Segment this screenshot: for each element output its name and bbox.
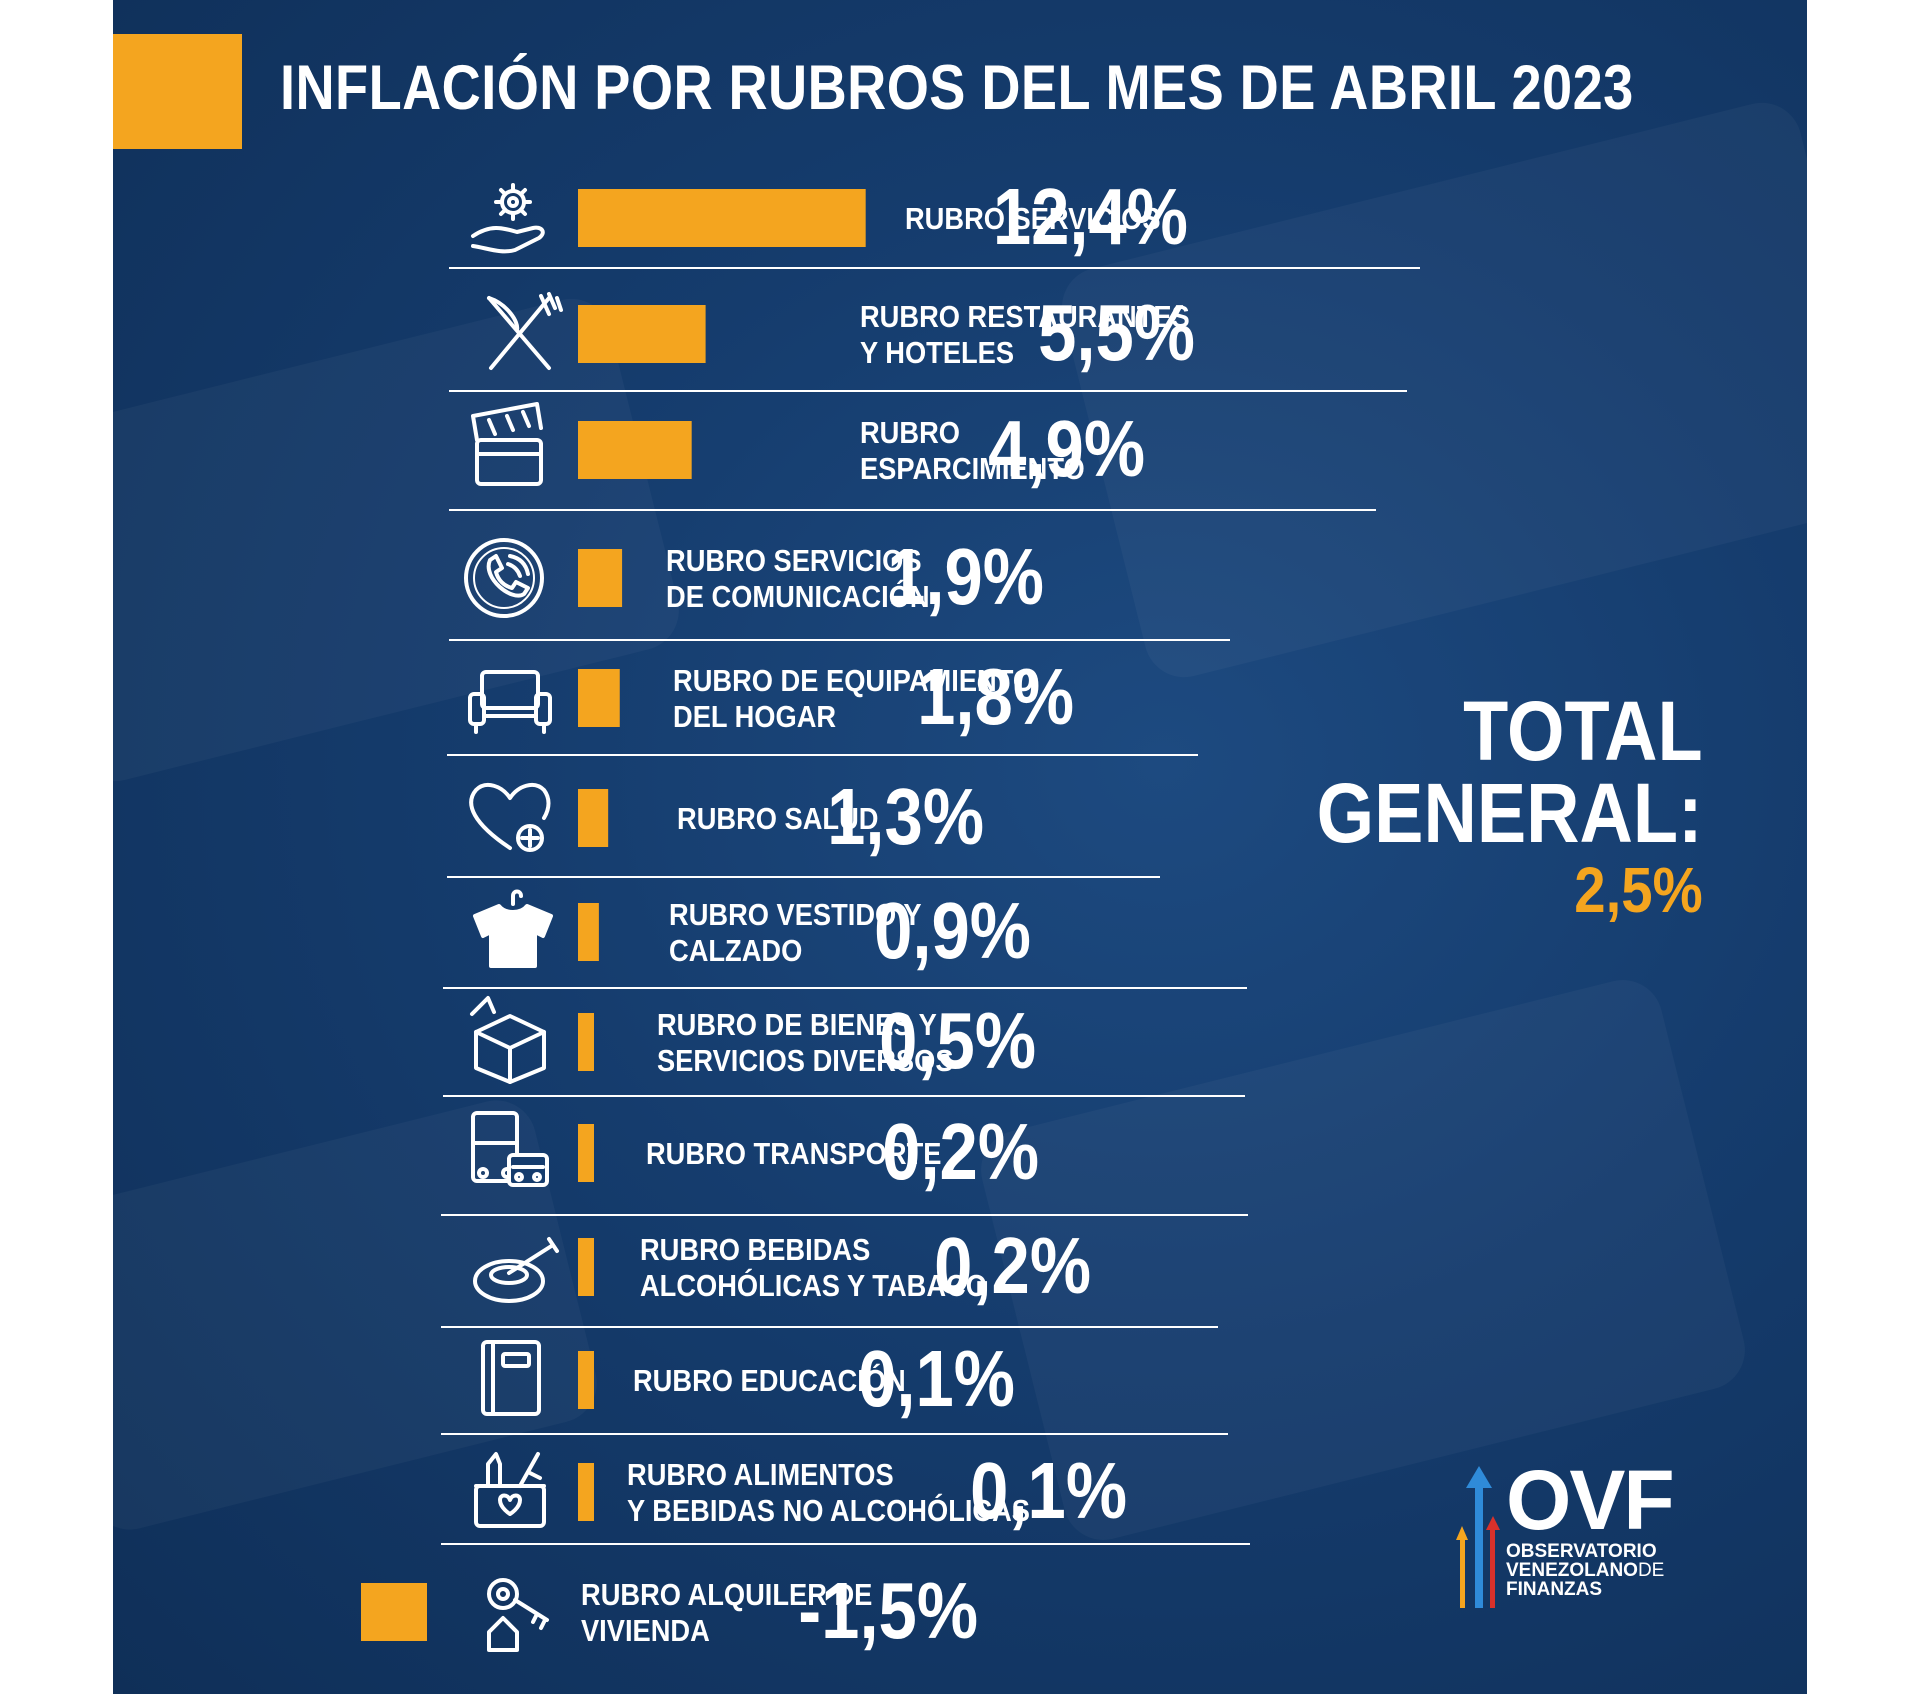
category-label: Y HOTELES [860, 336, 1014, 370]
box-icon [470, 996, 546, 1084]
category-label: SERVICIOS DIVERSOS [657, 1044, 954, 1078]
hand-gear-icon [471, 183, 545, 254]
bar-8 [578, 1124, 594, 1182]
shirt-icon [473, 889, 553, 968]
bus-car-icon [471, 1111, 549, 1187]
category-label: RUBRO SALUD [677, 802, 878, 836]
logo-line2b: DE [1637, 1560, 1665, 1581]
value-label: 0,2% [934, 1220, 1091, 1310]
infographic-panel: INFLACIÓN POR RUBROS DEL MES DE ABRIL 20… [113, 0, 1807, 1694]
bar-6 [578, 903, 599, 961]
category-label: RUBRO SERVICIOS [666, 544, 922, 578]
category-label: RUBRO ALQUILER DE [581, 1578, 872, 1612]
bar-9 [578, 1238, 594, 1296]
total-general: TOTAL GENERAL: 2,5% [1264, 684, 1703, 926]
category-label: RUBRO [860, 416, 960, 450]
total-label-line2: GENERAL: [1316, 766, 1703, 860]
category-label: RUBRO TRANSPORTE [646, 1137, 941, 1171]
title-accent-block [113, 34, 242, 149]
value-label: 0,9% [874, 885, 1031, 975]
ashtray-icon [473, 1237, 559, 1303]
bar-10 [578, 1351, 594, 1409]
bar-3 [578, 549, 623, 607]
phone-icon [464, 538, 544, 618]
category-label: RUBRO BEBIDAS [640, 1233, 870, 1267]
logo-line3: FINANZAS [1506, 1579, 1603, 1600]
page-title: INFLACIÓN POR RUBROS DEL MES DE ABRIL 20… [280, 53, 1634, 123]
category-label: RUBRO ALIMENTOS [627, 1458, 894, 1492]
category-label: DEL HOGAR [673, 700, 836, 734]
value-label: 0,5% [879, 995, 1036, 1085]
logo-wordmark: OVF [1506, 1453, 1675, 1547]
category-label: Y BEBIDAS NO ALCOHÓLICAS [627, 1492, 1030, 1528]
category-label: DE COMUNICACIÓN [666, 578, 930, 614]
bar-4 [578, 669, 620, 727]
total-label-line1: TOTAL [1463, 684, 1703, 778]
cutlery-icon [487, 292, 563, 370]
heart-plus-icon [469, 782, 551, 852]
value-label: 5,5% [1038, 287, 1195, 377]
grocery-basket-icon [474, 1452, 546, 1528]
ovf-logo: OVF OBSERVATORIO VENEZOLANODE FINANZAS [1448, 1453, 1708, 1610]
bar-11 [578, 1463, 594, 1521]
bar-7 [578, 1013, 594, 1071]
category-label: RUBRO DE EQUIPAMIENTO [673, 664, 1034, 698]
value-label: 0,1% [970, 1445, 1127, 1535]
logo-line1: OBSERVATORIO [1506, 1541, 1657, 1562]
logo-line2: VENEZOLANO [1506, 1560, 1638, 1581]
category-label: ALCOHÓLICAS Y TABACO [640, 1267, 987, 1303]
value-label: -1,5% [798, 1565, 978, 1655]
category-label: ESPARCIMIENTO [860, 452, 1085, 486]
category-label: RUBRO DE BIENES Y [657, 1008, 937, 1042]
category-label: RUBRO RESTAURANTES [860, 300, 1190, 334]
category-label: RUBRO EDUCACIÓN [633, 1362, 906, 1398]
value-label: 0,2% [882, 1106, 1039, 1196]
value-label: 4,9% [988, 403, 1145, 493]
value-label: 1,8% [917, 651, 1074, 741]
sofa-icon [468, 670, 552, 734]
value-label: 0,1% [858, 1333, 1015, 1423]
logo-arrows-icon [1456, 1466, 1500, 1608]
bar-5 [578, 789, 609, 847]
bar-0 [578, 189, 866, 247]
category-label: RUBRO SERVICIOS [905, 202, 1161, 236]
bar-1 [578, 305, 706, 363]
category-label: RUBRO VESTIDO Y [669, 898, 922, 932]
category-label: VIVIENDA [581, 1614, 710, 1648]
category-label: CALZADO [669, 934, 802, 968]
bar-2 [578, 421, 692, 479]
value-label: 1,9% [887, 531, 1044, 621]
total-value: 2,5% [1574, 854, 1703, 926]
bar-12 [361, 1583, 427, 1641]
value-label: 1,3% [827, 771, 984, 861]
logo-subtitle: OBSERVATORIO VENEZOLANODE FINANZAS [1506, 1542, 1664, 1599]
clapperboard-icon [471, 402, 543, 486]
book-icon [481, 1340, 541, 1416]
house-key-icon [487, 1578, 549, 1652]
value-label: 12,4% [993, 171, 1188, 261]
